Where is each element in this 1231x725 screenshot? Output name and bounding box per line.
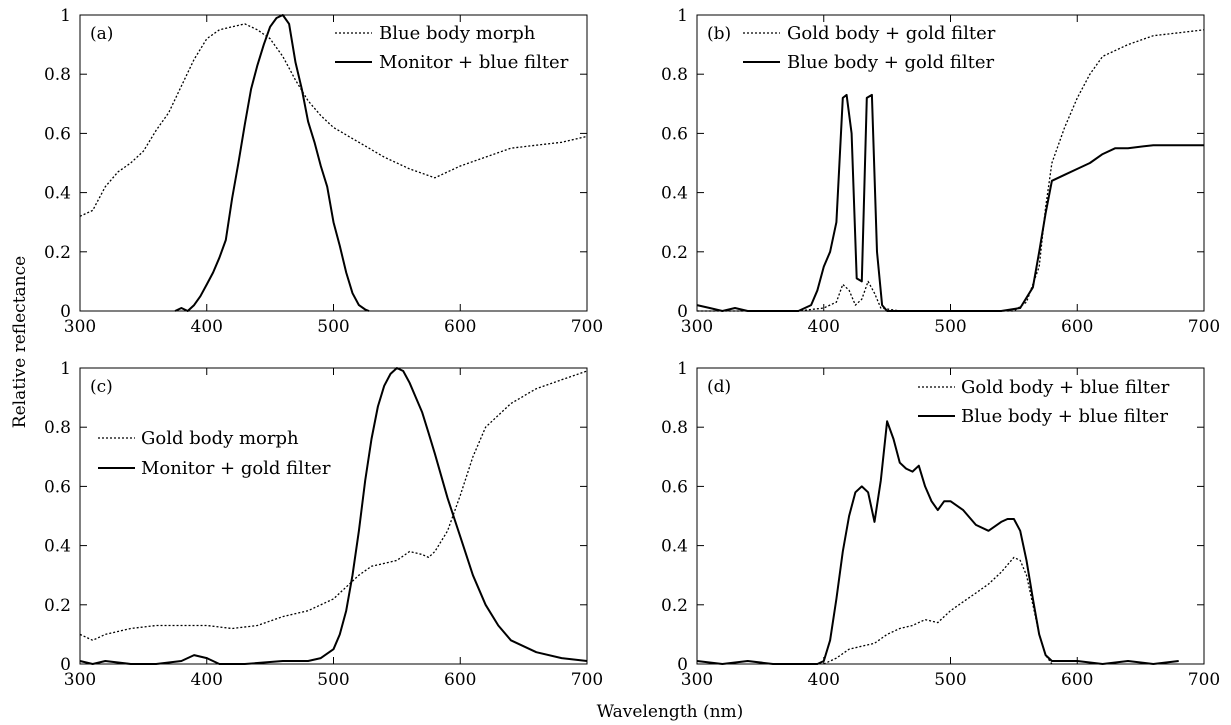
x-tick-label: 700 [1188, 317, 1220, 337]
legend-entry: Blue body morph [379, 23, 536, 44]
x-tick-label: 700 [1188, 670, 1220, 690]
x-tick-label: 300 [64, 317, 96, 337]
y-tick-label: 0.2 [661, 243, 688, 263]
y-tick-label: 1 [60, 6, 71, 26]
y-tick-label: 0.6 [44, 477, 71, 497]
panel-2: 300 400 500 600 700 0 0.2 0.4 0.6 0.8 1 (b) Gold bod… [661, 6, 1220, 337]
series-line-solid [696, 93, 1204, 312]
legend-entry: Monitor + blue filter [379, 52, 569, 73]
plot-frame [79, 367, 588, 665]
x-tick-label: 500 [934, 670, 966, 690]
panel-label: (b) [707, 24, 731, 44]
x-tick-label: 400 [191, 670, 223, 690]
x-tick-label: 600 [444, 317, 476, 337]
y-tick-label: 0.4 [44, 184, 71, 204]
x-tick-label: 400 [191, 317, 223, 337]
panel-1: 300 400 500 600 700 0 0.2 0.4 0.6 0.8 1 (a) Blue bod… [44, 6, 603, 337]
y-tick-label: 0.6 [661, 477, 688, 497]
series-line-solid [174, 14, 370, 312]
x-axis-title: Wavelength (nm) [597, 702, 744, 722]
legend-entry: Blue body + blue filter [961, 406, 1168, 427]
y-tick-label: 0.8 [661, 418, 688, 438]
series-line-dotted [79, 23, 588, 217]
y-axis-title: Relative reflectance [10, 256, 30, 428]
legend-entry: Blue body + gold filter [787, 52, 995, 73]
y-tick-label: 0 [60, 302, 71, 322]
y-tick-label: 0.4 [44, 537, 71, 557]
legend-entry: Monitor + gold filter [141, 458, 331, 479]
legend-entry: Gold body morph [141, 428, 299, 449]
y-tick-label: 0.6 [661, 124, 688, 144]
x-tick-label: 600 [444, 670, 476, 690]
x-tick-label: 500 [934, 317, 966, 337]
y-tick-label: 0.2 [661, 596, 688, 616]
panel-label: (a) [90, 24, 113, 44]
series-line-solid [696, 420, 1179, 665]
y-tick-label: 0 [677, 655, 688, 675]
panels: 300 400 500 600 700 0 0.2 0.4 0.6 0.8 1 (a) Blue bod… [44, 6, 1220, 690]
x-tick-label: 600 [1061, 670, 1093, 690]
legend-entry: Gold body + blue filter [961, 377, 1170, 398]
x-tick-label: 700 [571, 317, 603, 337]
series-line-dotted [823, 556, 1053, 665]
legend-entry: Gold body + gold filter [787, 23, 996, 44]
y-tick-label: 0.8 [44, 418, 71, 438]
panel-3: 300 400 500 600 700 0 0.2 0.4 0.6 0.8 1 (c) Gold bod… [44, 359, 603, 690]
y-tick-label: 0.8 [661, 65, 688, 85]
x-tick-label: 400 [808, 317, 840, 337]
y-tick-label: 0 [60, 655, 71, 675]
x-tick-label: 500 [317, 670, 349, 690]
panel-label: (c) [90, 377, 113, 397]
panel-4: 300 400 500 600 700 0 0.2 0.4 0.6 0.8 1 (d) Gold bod… [661, 359, 1220, 690]
y-tick-label: 0.2 [44, 243, 71, 263]
y-tick-label: 0.8 [44, 65, 71, 85]
x-tick-label: 600 [1061, 317, 1093, 337]
series-line-dotted [79, 370, 588, 641]
series-line-solid [79, 367, 588, 665]
y-tick-label: 0.4 [661, 184, 688, 204]
x-tick-label: 300 [681, 317, 713, 337]
y-tick-label: 0.4 [661, 537, 688, 557]
y-tick-label: 0 [677, 302, 688, 322]
x-tick-label: 400 [808, 670, 840, 690]
y-tick-label: 1 [60, 359, 71, 379]
y-tick-label: 1 [677, 359, 688, 379]
x-tick-label: 500 [317, 317, 349, 337]
x-tick-label: 700 [571, 670, 603, 690]
x-tick-label: 300 [64, 670, 96, 690]
x-tick-label: 300 [681, 670, 713, 690]
y-tick-label: 0.6 [44, 124, 71, 144]
panel-label: (d) [707, 377, 731, 397]
y-tick-label: 0.2 [44, 596, 71, 616]
y-tick-label: 1 [677, 6, 688, 26]
